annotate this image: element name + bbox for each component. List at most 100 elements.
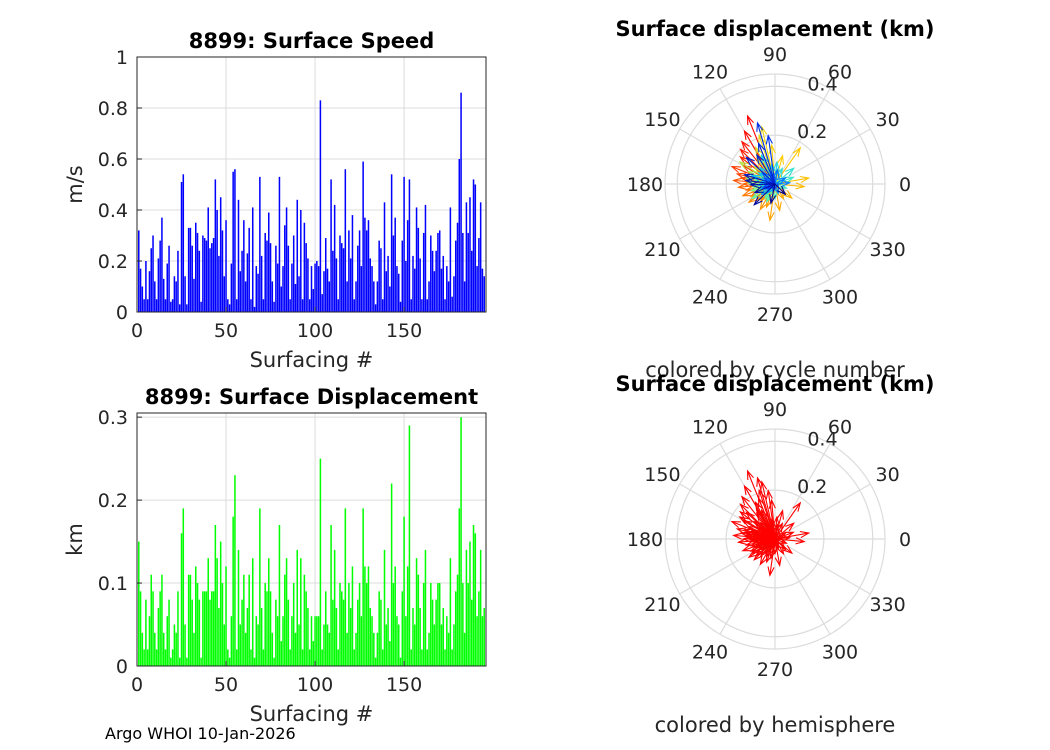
polar-cycle-spoke xyxy=(774,88,831,185)
displacement-bar xyxy=(205,591,208,666)
displacement-bar xyxy=(221,583,224,666)
displacement-bar xyxy=(419,607,421,666)
speed-bar xyxy=(145,261,147,312)
polar-hemisphere-vector xyxy=(774,538,786,550)
displacement-bar xyxy=(237,549,240,666)
speed-bar xyxy=(227,299,229,312)
speed-bar xyxy=(243,220,245,312)
speed-bar xyxy=(438,230,441,312)
displacement-bar xyxy=(234,475,236,666)
displacement-bar xyxy=(365,583,368,666)
displacement-bar xyxy=(138,541,140,666)
displacement-bar xyxy=(268,558,270,666)
speed-bar xyxy=(381,299,384,312)
displacement-bar xyxy=(456,574,459,666)
speed-bar xyxy=(479,202,482,312)
displacement-bar xyxy=(417,574,420,666)
polar-hemisphere-vector xyxy=(774,537,790,540)
displacement-bar xyxy=(161,574,163,666)
displacement-bar xyxy=(428,632,430,666)
displacement-bar xyxy=(463,632,466,666)
displacement-bar xyxy=(412,607,414,666)
displacement-bar xyxy=(481,616,484,666)
displacement-bar xyxy=(408,425,411,666)
displacement-bar xyxy=(478,591,480,666)
displacement-bar xyxy=(212,591,215,666)
polar-hemisphere-vector-head xyxy=(776,509,784,520)
polar-hemisphere-vector xyxy=(774,538,781,566)
polar-cycle-vector xyxy=(767,135,776,185)
speed-bar xyxy=(257,273,259,312)
speed-bar xyxy=(278,176,281,312)
speed-ylabel: m/s xyxy=(63,165,87,203)
speed-bar xyxy=(403,176,405,312)
speed-bar xyxy=(333,204,336,312)
speed-bar xyxy=(454,240,457,312)
speed-bar xyxy=(444,299,446,312)
speed-bar xyxy=(349,258,352,312)
polar-cycle-vector-head xyxy=(774,201,782,213)
footer-credit: Argo WHOI 10-Jan-2026 xyxy=(105,724,296,743)
displacement-bar xyxy=(454,591,457,666)
polar-hemisphere-vector-head xyxy=(799,530,811,539)
polar-hemisphere-vector-head xyxy=(769,549,777,560)
polar-hemisphere-vector-head xyxy=(740,495,750,506)
polar-hemisphere-vector-head xyxy=(743,528,754,536)
polar-cycle-ring-label: 0.4 xyxy=(807,73,837,95)
displacement-bar xyxy=(440,624,443,666)
speed-bar xyxy=(460,92,462,312)
displacement-bar xyxy=(157,607,160,666)
displacement-bar xyxy=(173,624,176,666)
displacement-bar xyxy=(394,566,396,666)
displacement-bar xyxy=(405,616,407,666)
speed-bar xyxy=(141,286,144,312)
displacement-bar xyxy=(235,649,238,666)
displacement-bar xyxy=(351,566,354,666)
speed-xlabel: Surfacing # xyxy=(250,348,374,372)
displacement-bar xyxy=(278,524,281,666)
speed-bar xyxy=(396,266,398,312)
polar-cycle-title: Surface displacement (km) xyxy=(615,17,934,41)
displacement-bar xyxy=(330,524,332,666)
speed-bar xyxy=(280,286,282,312)
speed-axes-box xyxy=(136,56,487,313)
speed-bar xyxy=(305,243,307,312)
speed-bar xyxy=(358,230,361,312)
speed-bar xyxy=(362,161,364,312)
displacement-bar xyxy=(282,616,284,666)
speed-bar xyxy=(253,306,256,312)
displacement-bar xyxy=(209,599,211,666)
polar-hemisphere-angle-label: 270 xyxy=(757,659,793,681)
polar-hemisphere-angle-label: 120 xyxy=(692,416,728,438)
displacement-bar xyxy=(469,541,471,666)
speed-ytick-label: 0.6 xyxy=(98,149,128,171)
speed-bar xyxy=(355,281,357,312)
displacement-bar xyxy=(374,657,377,666)
polar-hemisphere-vector-head xyxy=(753,541,764,549)
displacement-bar xyxy=(280,641,282,666)
displacement-bar xyxy=(385,624,388,666)
displacement-bar xyxy=(324,591,327,666)
speed-bar xyxy=(369,258,372,312)
speed-bar xyxy=(415,207,418,312)
displacement-bar xyxy=(216,558,218,666)
speed-bar xyxy=(138,230,140,312)
polar-cycle-vector-head xyxy=(792,146,802,157)
speed-bar xyxy=(248,227,250,312)
speed-bar xyxy=(431,250,434,312)
displacement-bar xyxy=(438,583,441,666)
displacement-ytick-label: 0.3 xyxy=(98,407,128,429)
speed-bar xyxy=(159,240,161,312)
speed-bar xyxy=(296,199,299,312)
speed-bar xyxy=(458,159,461,312)
speed-bar xyxy=(426,299,428,312)
polar-hemisphere-angle-label: 330 xyxy=(869,594,905,616)
speed-bar xyxy=(259,176,261,312)
displacement-ytick-label: 0.1 xyxy=(98,573,128,595)
polar-cycle-vector xyxy=(744,174,776,185)
displacement-bar xyxy=(218,607,220,666)
speed-bar xyxy=(211,243,213,312)
speed-bar xyxy=(467,232,469,312)
displacement-bar xyxy=(332,599,334,666)
displacement-bar xyxy=(177,591,179,666)
